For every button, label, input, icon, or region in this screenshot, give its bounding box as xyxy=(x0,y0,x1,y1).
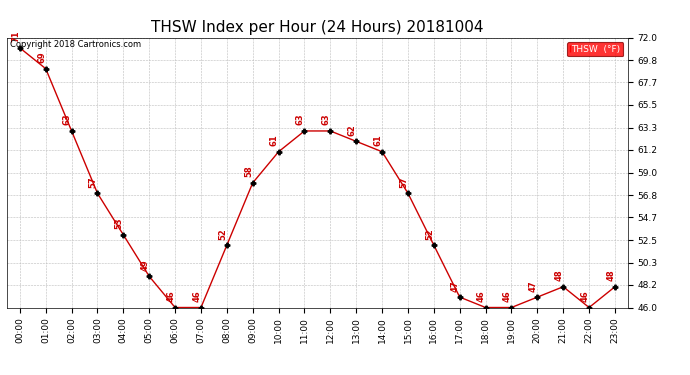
Title: THSW Index per Hour (24 Hours) 20181004: THSW Index per Hour (24 Hours) 20181004 xyxy=(151,20,484,35)
Text: 47: 47 xyxy=(529,280,538,291)
Text: 48: 48 xyxy=(555,270,564,281)
Text: 63: 63 xyxy=(296,114,305,125)
Text: 46: 46 xyxy=(193,290,201,302)
Text: 63: 63 xyxy=(63,114,72,125)
Text: 49: 49 xyxy=(141,259,150,271)
Text: 57: 57 xyxy=(400,176,408,188)
Text: 46: 46 xyxy=(580,290,589,302)
Text: Copyright 2018 Cartronics.com: Copyright 2018 Cartronics.com xyxy=(10,40,141,49)
Text: 48: 48 xyxy=(607,270,615,281)
Legend: THSW  (°F): THSW (°F) xyxy=(567,42,623,56)
Text: 61: 61 xyxy=(270,134,279,146)
Text: 69: 69 xyxy=(37,51,46,63)
Text: 61: 61 xyxy=(373,134,382,146)
Text: 46: 46 xyxy=(166,290,175,302)
Text: 57: 57 xyxy=(89,176,98,188)
Text: 46: 46 xyxy=(477,290,486,302)
Text: 58: 58 xyxy=(244,166,253,177)
Text: 71: 71 xyxy=(11,31,20,42)
Text: 46: 46 xyxy=(503,290,512,302)
Text: 52: 52 xyxy=(218,228,227,240)
Text: 62: 62 xyxy=(348,124,357,136)
Text: 47: 47 xyxy=(451,280,460,291)
Text: 53: 53 xyxy=(115,217,124,229)
Text: 52: 52 xyxy=(425,228,434,240)
Text: 63: 63 xyxy=(322,114,331,125)
